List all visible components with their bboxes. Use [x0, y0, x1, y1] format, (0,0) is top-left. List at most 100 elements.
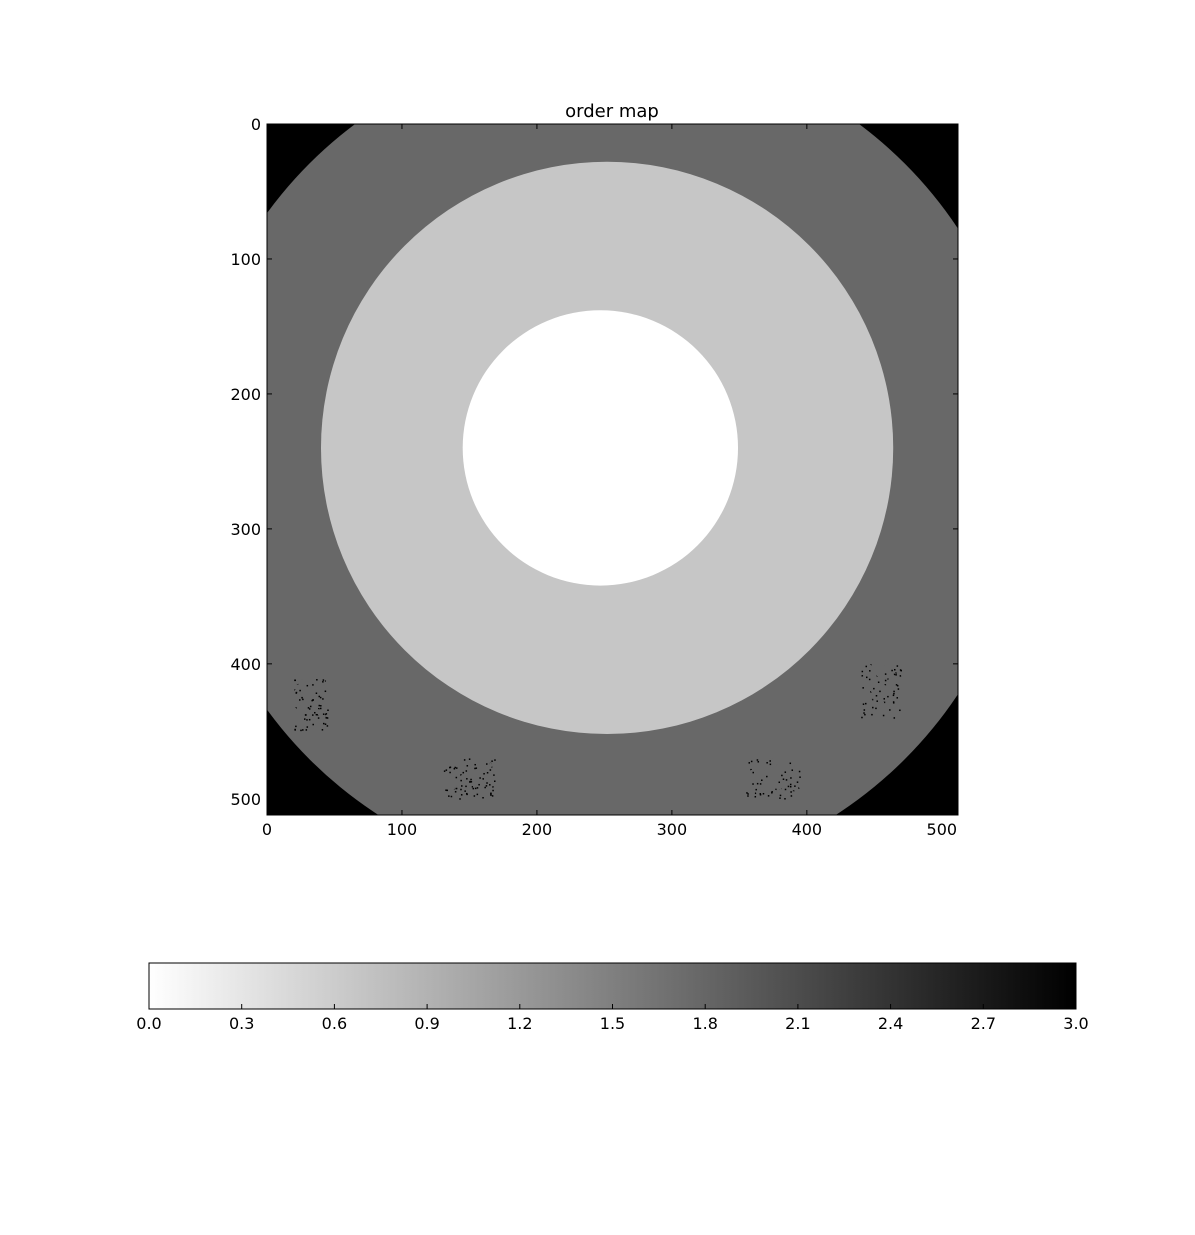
noise-pixel: [757, 761, 760, 763]
y-tick-label: 0: [251, 115, 261, 134]
noise-pixel: [491, 760, 493, 762]
noise-pixel: [886, 678, 888, 680]
noise-pixel: [765, 772, 767, 774]
noise-pixel: [461, 774, 463, 777]
noise-pixel: [865, 665, 868, 668]
noise-pixel: [881, 717, 884, 719]
noise-pixel: [878, 705, 880, 707]
noise-pixel: [463, 767, 466, 770]
noise-pixel: [316, 721, 319, 723]
noise-pixel: [322, 699, 325, 701]
noise-pixel: [460, 788, 462, 791]
noise-pixel: [874, 685, 877, 688]
noise-pixel: [461, 785, 463, 787]
noise-pixel: [480, 786, 483, 789]
noise-pixel: [314, 711, 316, 714]
noise-pixel: [780, 781, 782, 783]
noise-pixel: [901, 674, 903, 676]
noise-pixel: [444, 763, 446, 766]
noise-pixel: [889, 709, 891, 711]
noise-pixel: [316, 679, 318, 681]
noise-pixel: [462, 771, 465, 774]
noise-pixel: [306, 719, 308, 721]
noise-pixel: [476, 764, 479, 766]
noise-pixel: [878, 716, 881, 718]
noise-pixel: [494, 780, 496, 782]
noise-pixel: [752, 783, 754, 785]
noise-pixel: [455, 785, 457, 787]
noise-pixel: [869, 664, 872, 667]
noise-pixel: [463, 775, 466, 777]
noise-pixel: [324, 723, 327, 725]
noise-pixel: [767, 795, 770, 797]
noise-pixel: [895, 690, 898, 693]
noise-pixel: [750, 769, 753, 772]
noise-pixel: [779, 787, 781, 790]
noise-pixel: [490, 765, 493, 767]
noise-pixel: [878, 674, 880, 676]
noise-pixel: [492, 758, 494, 760]
noise-pixel: [491, 789, 493, 791]
noise-pixel: [884, 706, 887, 709]
noise-pixel: [455, 787, 458, 790]
noise-pixel: [295, 691, 298, 694]
noise-pixel: [322, 698, 324, 700]
noise-pixel: [882, 714, 885, 717]
noise-pixel: [462, 794, 465, 797]
noise-pixel: [475, 767, 478, 769]
noise-pixel: [482, 778, 484, 780]
noise-pixel: [870, 699, 873, 701]
noise-pixel: [466, 765, 469, 767]
noise-pixel: [896, 681, 899, 683]
noise-pixel: [755, 788, 757, 791]
noise-pixel: [794, 764, 796, 767]
noise-pixel: [769, 760, 771, 762]
y-tick-label: 100: [230, 250, 261, 269]
noise-pixel: [307, 707, 310, 709]
noise-pixel: [309, 705, 312, 708]
noise-pixel: [750, 768, 752, 771]
noise-pixel: [869, 670, 871, 672]
noise-pixel: [877, 681, 880, 684]
noise-pixel: [864, 713, 866, 716]
noise-pixel: [893, 717, 896, 719]
noise-pixel: [746, 798, 749, 801]
noise-speckles: [294, 664, 903, 801]
noise-pixel: [899, 687, 902, 690]
noise-pixel: [451, 761, 454, 763]
noise-pixel: [465, 774, 468, 776]
noise-pixel: [476, 788, 478, 790]
noise-pixel: [894, 711, 897, 713]
noise-pixel: [306, 697, 309, 700]
noise-pixel: [304, 714, 307, 716]
noise-pixel: [469, 775, 472, 777]
noise-pixel: [746, 792, 748, 794]
noise-pixel: [791, 762, 793, 765]
noise-pixel: [322, 713, 325, 715]
noise-pixel: [887, 695, 889, 698]
noise-pixel: [327, 688, 329, 690]
x-tick-label: 0: [262, 820, 272, 839]
noise-pixel: [493, 789, 496, 791]
noise-pixel: [321, 729, 324, 731]
noise-pixel: [789, 762, 792, 765]
noise-pixel: [896, 713, 898, 716]
noise-pixel: [796, 781, 799, 783]
noise-pixel: [773, 786, 776, 789]
noise-pixel: [294, 729, 296, 731]
noise-pixel: [782, 781, 785, 783]
noise-pixel: [893, 692, 895, 695]
noise-pixel: [756, 792, 758, 794]
noise-pixel: [756, 768, 759, 770]
noise-pixel: [786, 790, 789, 792]
noise-pixel: [311, 682, 314, 685]
noise-pixel: [787, 785, 790, 788]
noise-pixel: [795, 793, 797, 795]
noise-pixel: [483, 772, 485, 775]
noise-pixel: [480, 778, 483, 780]
noise-pixel: [790, 760, 793, 762]
noise-pixel: [793, 797, 795, 799]
noise-pixel: [442, 795, 444, 798]
noise-pixel: [485, 785, 488, 787]
colorbar-tick-label: 0.9: [414, 1014, 439, 1033]
